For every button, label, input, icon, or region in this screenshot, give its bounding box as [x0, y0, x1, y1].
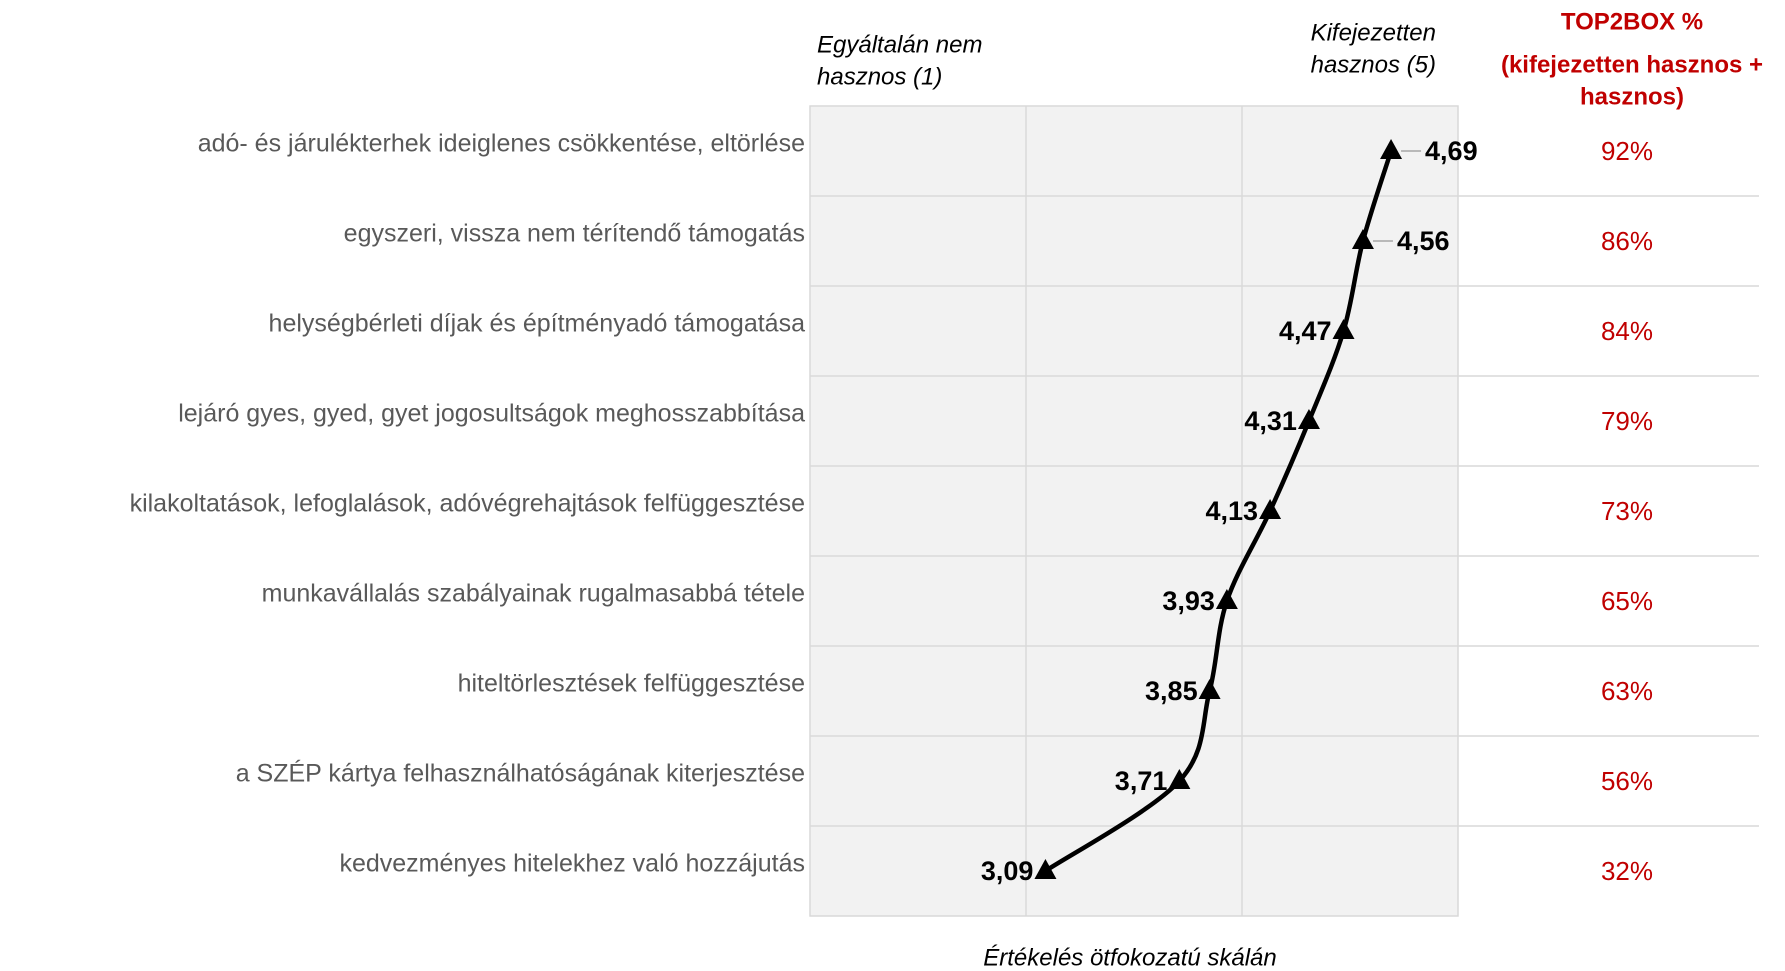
- header-left: Egyáltalán nem: [817, 31, 982, 58]
- data-label: 4,13: [1206, 496, 1259, 526]
- category-label: a SZÉP kártya felhasználhatóságának kite…: [236, 759, 805, 788]
- plot-area: [809, 105, 1459, 917]
- top2box-title: TOP2BOX %: [1561, 8, 1703, 35]
- marker: [1332, 319, 1355, 339]
- data-label: 4,31: [1244, 406, 1297, 436]
- data-label: 4,56: [1397, 226, 1450, 256]
- category-label: munkavállalás szabályainak rugalmasabbá …: [262, 580, 805, 608]
- x-axis-label: Értékelés ötfokozatú skálán: [983, 944, 1277, 971]
- marker: [1259, 499, 1282, 519]
- data-label: 3,09: [981, 856, 1034, 886]
- top2box-value: 63%: [1601, 676, 1653, 706]
- top2box-value: 84%: [1601, 316, 1653, 346]
- marker: [1215, 589, 1238, 609]
- marker: [1034, 859, 1057, 879]
- category-label: kilakoltatások, lefoglalások, adóvégreha…: [130, 490, 805, 518]
- data-label: 3,71: [1115, 766, 1168, 796]
- category-label: helységbérleti díjak és építményadó támo…: [269, 310, 806, 338]
- top2box-value: 92%: [1601, 136, 1653, 166]
- data-label: 3,93: [1162, 586, 1215, 616]
- top2box-value: 56%: [1601, 766, 1653, 796]
- top2box-value: 65%: [1601, 586, 1653, 616]
- top2box-value: 79%: [1601, 406, 1653, 436]
- marker: [1351, 229, 1374, 249]
- category-label: egyszeri, vissza nem térítendő támogatás: [344, 220, 805, 248]
- top2box-title: (kifejezetten hasznos +: [1501, 51, 1763, 78]
- category-label: hiteltörlesztések felfüggesztése: [458, 670, 805, 698]
- top2box-title: hasznos): [1580, 83, 1684, 110]
- header-right: hasznos (5): [1311, 51, 1436, 78]
- data-label: 4,69: [1425, 136, 1478, 166]
- category-label: adó- és járulékterhek ideiglenes csökken…: [198, 130, 805, 158]
- header-left: hasznos (1): [817, 63, 942, 90]
- line: [1044, 150, 1394, 873]
- marker: [1198, 679, 1221, 699]
- top2box-value: 32%: [1601, 856, 1653, 886]
- category-label: kedvezményes hitelekhez való hozzájutás: [339, 850, 805, 878]
- marker: [1380, 139, 1403, 159]
- category-label: lejáró gyes, gyed, gyet jogosultságok me…: [178, 400, 805, 428]
- header-right: Kifejezetten: [1311, 19, 1436, 46]
- top2box-value: 86%: [1601, 226, 1653, 256]
- data-label: 4,47: [1279, 316, 1332, 346]
- data-label: 3,85: [1145, 676, 1198, 706]
- top2box-value: 73%: [1601, 496, 1653, 526]
- marker: [1297, 409, 1320, 429]
- marker: [1168, 769, 1191, 789]
